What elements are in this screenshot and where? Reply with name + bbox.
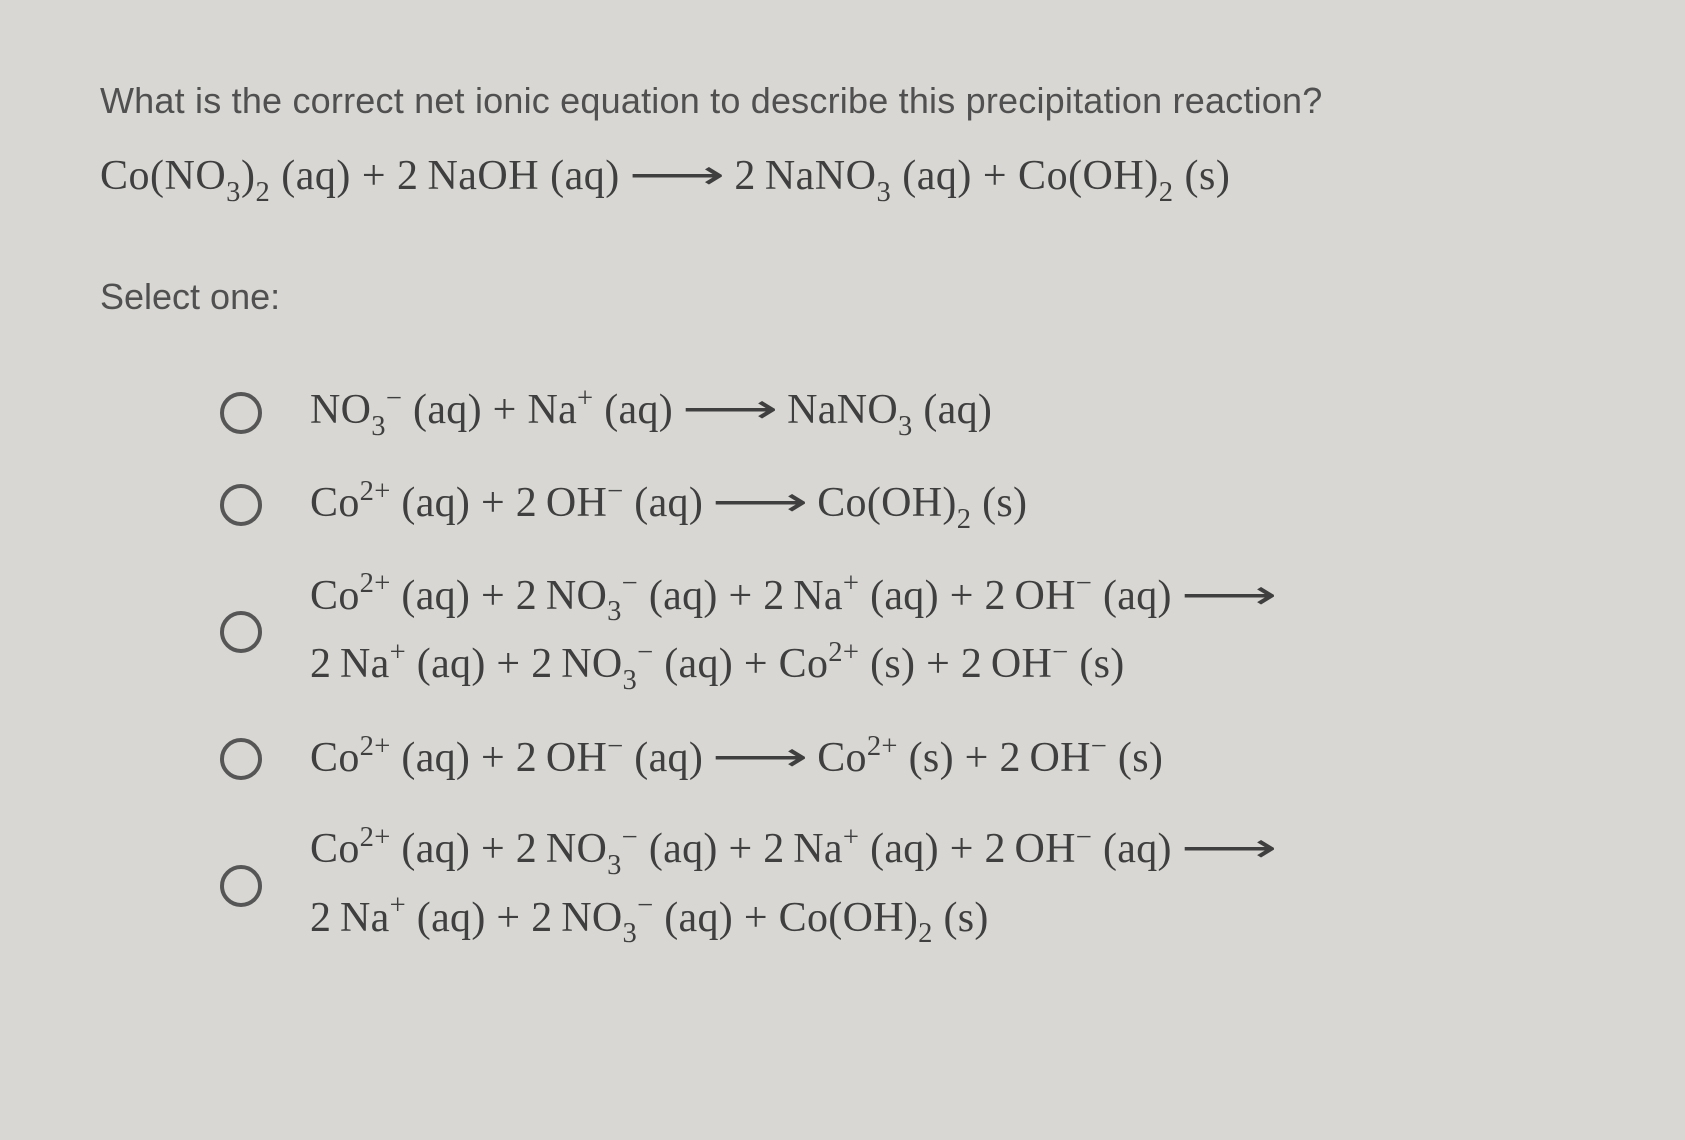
select-one-label: Select one: xyxy=(100,276,1595,318)
option-e[interactable]: Co2+ (aq) + 2 NO3− (aq) + 2 Na+ (aq) + 2… xyxy=(220,817,1595,954)
option-a-text: NO3− (aq) + Na+ (aq) ⟶ NaNO3 (aq) xyxy=(310,378,992,447)
option-d-text: Co2+ (aq) + 2 OH− (aq) ⟶ Co2+ (s) + 2 OH… xyxy=(310,726,1163,791)
option-e-text: Co2+ (aq) + 2 NO3− (aq) + 2 Na+ (aq) + 2… xyxy=(310,817,1275,954)
option-c-text: Co2+ (aq) + 2 NO3− (aq) + 2 Na+ (aq) + 2… xyxy=(310,564,1275,701)
option-b-text: Co2+ (aq) + 2 OH− (aq) ⟶ Co(OH)2 (s) xyxy=(310,471,1027,540)
radio-icon[interactable] xyxy=(220,738,262,780)
radio-icon[interactable] xyxy=(220,392,262,434)
question-prompt: What is the correct net ionic equation t… xyxy=(100,80,1595,122)
option-a[interactable]: NO3− (aq) + Na+ (aq) ⟶ NaNO3 (aq) xyxy=(220,378,1595,447)
options-group: NO3− (aq) + Na+ (aq) ⟶ NaNO3 (aq) Co2+ (… xyxy=(100,378,1595,954)
radio-icon[interactable] xyxy=(220,611,262,653)
radio-icon[interactable] xyxy=(220,865,262,907)
option-d[interactable]: Co2+ (aq) + 2 OH− (aq) ⟶ Co2+ (s) + 2 OH… xyxy=(220,725,1595,793)
radio-icon[interactable] xyxy=(220,484,262,526)
question-equation: Co(NO3)2 (aq) + 2 NaOH (aq) ⟶ 2 NaNO3 (a… xyxy=(100,150,1595,206)
option-c[interactable]: Co2+ (aq) + 2 NO3− (aq) + 2 Na+ (aq) + 2… xyxy=(220,564,1595,701)
option-b[interactable]: Co2+ (aq) + 2 OH− (aq) ⟶ Co(OH)2 (s) xyxy=(220,471,1595,540)
